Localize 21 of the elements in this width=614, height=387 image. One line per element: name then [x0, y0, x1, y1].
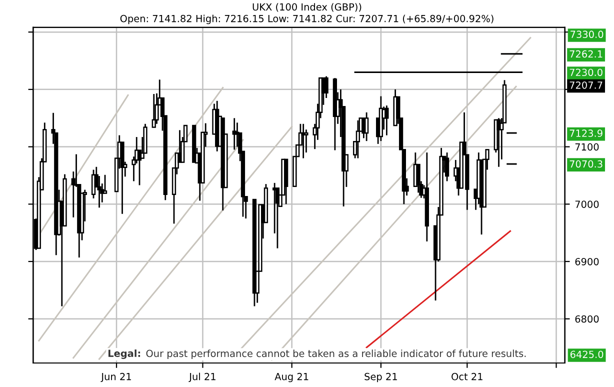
y-tick-label: 7000: [575, 200, 599, 208]
y2-tick-label: 7230.0: [570, 68, 602, 76]
annotation: Legal: Our past performance cannot be taken as a reliable indicator of future results.: [108, 349, 526, 359]
candlestick: [364, 112, 369, 142]
chart-subtitle: Open: 7141.82 High: 7216.15 Low: 7141.82 Cur: 7207.71 (+65.89/+00.92%): [120, 14, 494, 24]
y2-tick-label: 7207.7: [570, 81, 602, 89]
x-tick-label: Sep 21: [364, 372, 397, 382]
y-tick-label: 7100: [575, 143, 599, 151]
y2-tick-label: 7123.9: [570, 130, 602, 137]
x-tick-label: Jun 21: [100, 372, 131, 382]
y2-tick-label: 7070.3: [570, 160, 602, 168]
x-tick-label: Aug 21: [274, 372, 308, 382]
x-tick-label: Jul 21: [188, 372, 216, 382]
chart-title: UKX (100 Index (GBP)): [252, 3, 362, 12]
y-tick-label: 6800: [575, 315, 599, 323]
x-tick-label: Oct 21: [452, 372, 482, 380]
text: 6425.0: [570, 350, 604, 358]
y-tick-label: 6900: [575, 258, 599, 266]
text: 7330.0: [570, 30, 604, 38]
y2-tick-label: 7262.1: [570, 50, 602, 58]
candlestick: [152, 93, 156, 128]
